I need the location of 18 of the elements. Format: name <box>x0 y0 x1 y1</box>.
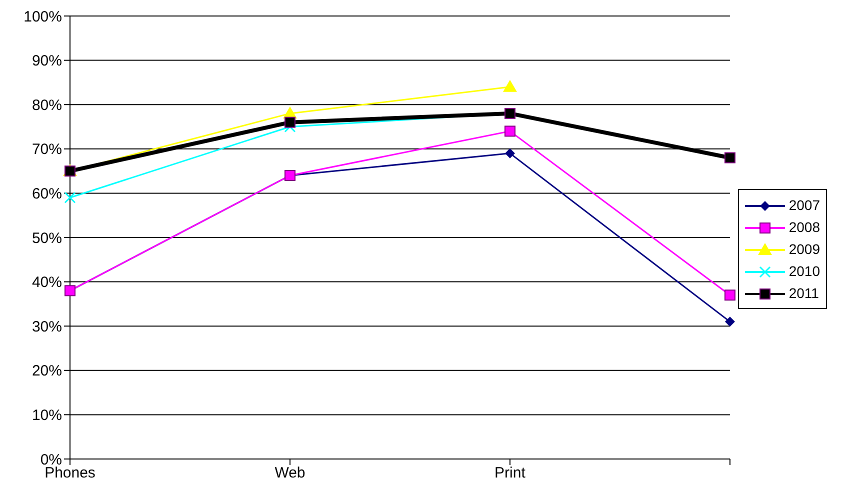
legend-label: 2008 <box>788 218 820 236</box>
x-tick-label: Phones <box>44 464 96 482</box>
legend-label: 2009 <box>788 240 820 258</box>
legend-label: 2007 <box>788 196 820 214</box>
y-tick-label: 60% <box>32 186 62 203</box>
x-tick-label: Web <box>274 464 306 482</box>
y-tick-label: 50% <box>32 230 62 247</box>
x-tick-label: Print <box>494 464 526 482</box>
y-tick-label: 90% <box>32 52 62 70</box>
y-tick-label: 80% <box>32 96 62 114</box>
y-tick-label: 100% <box>24 8 62 26</box>
y-tick-label: 20% <box>32 362 62 380</box>
y-tick-label: 10% <box>32 407 62 424</box>
legend-label: 2011 <box>788 284 820 302</box>
y-tick-label: 40% <box>32 274 62 292</box>
y-tick-label: 30% <box>32 318 62 336</box>
y-tick-label: 70% <box>32 141 62 158</box>
legend-label: 2010 <box>788 262 820 280</box>
